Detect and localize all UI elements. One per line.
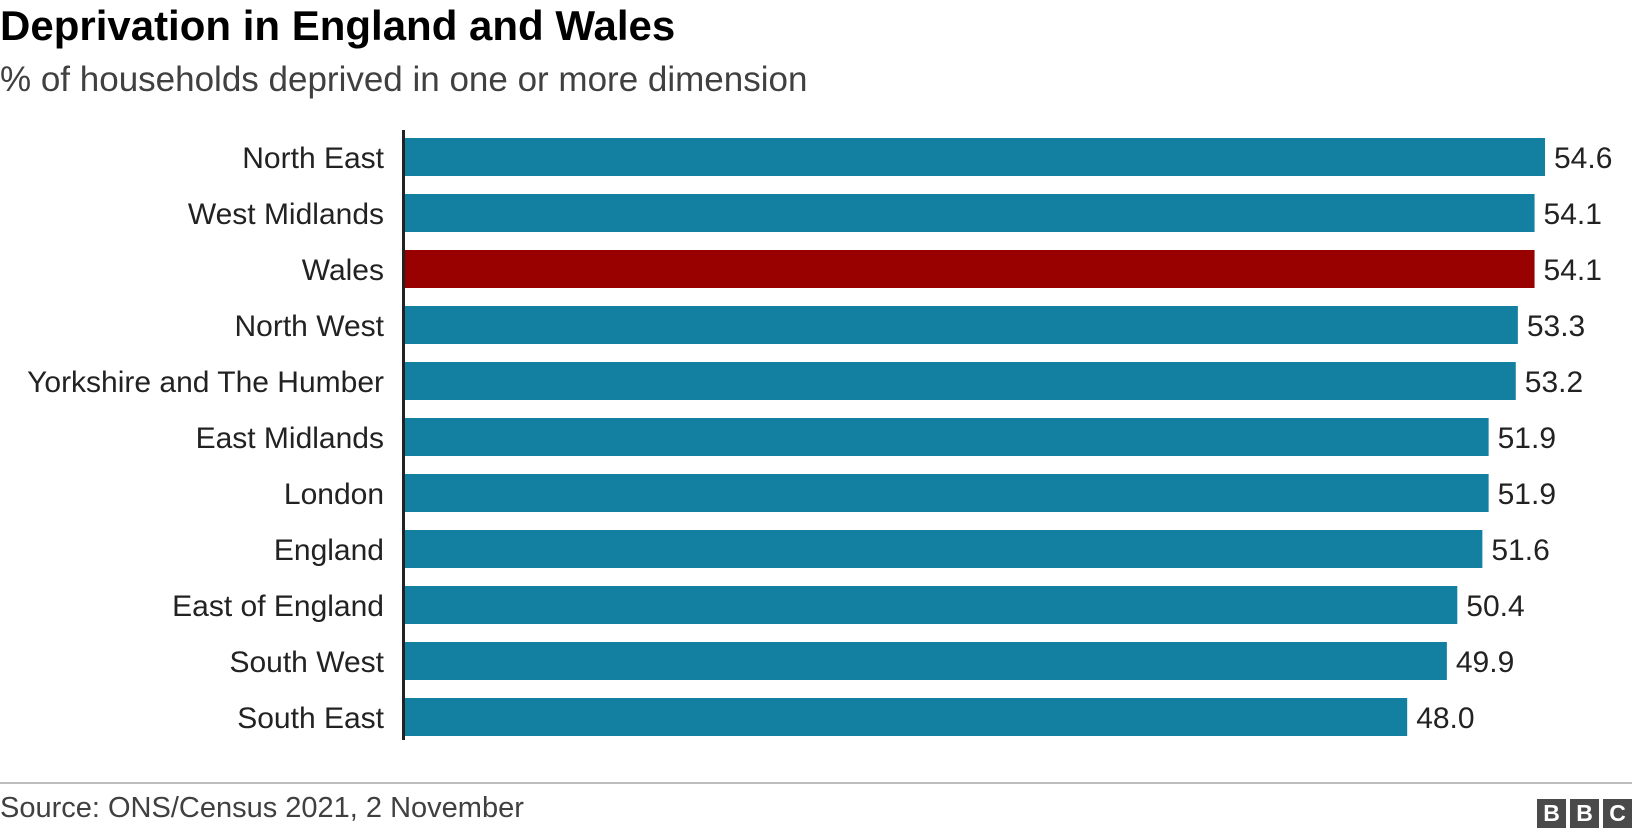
category-label: London [284,478,384,511]
value-label: 50.4 [1466,590,1524,623]
bar [405,306,1518,344]
value-label: 54.1 [1544,198,1602,231]
bar [405,138,1545,176]
value-label: 53.2 [1525,366,1583,399]
bar [405,194,1535,232]
chart-subtitle: % of households deprived in one or more … [0,60,808,99]
category-label: Wales [302,254,384,287]
value-label: 51.9 [1498,422,1556,455]
bar [405,418,1489,456]
value-label: 51.6 [1491,534,1549,567]
footer-divider [0,782,1632,784]
category-label: North East [242,142,384,175]
category-label: South West [229,646,384,679]
source-note: Source: ONS/Census 2021, 2 November [0,792,524,824]
bbc-logo-letter-c: C [1603,799,1632,828]
bar-chart: North East 54.6 West Midlands 54.1 Wales 54.1… [27,130,1612,740]
bar [405,586,1458,624]
bar [405,698,1408,736]
value-label: 51.9 [1498,478,1556,511]
value-label: 53.3 [1527,310,1585,343]
value-label: 54.1 [1544,254,1602,287]
bar [405,250,1535,288]
bbc-logo: B B C [1537,799,1632,828]
value-label: 54.6 [1554,142,1612,175]
value-label: 48.0 [1416,702,1474,735]
bbc-logo-letter-b2: B [1570,799,1599,828]
value-label: 49.9 [1456,646,1514,679]
bar [405,474,1489,512]
category-label: England [274,534,384,567]
category-label: West Midlands [188,198,384,231]
category-label: North West [235,310,385,343]
chart-title: Deprivation in England and Wales [0,2,676,49]
bar [405,362,1516,400]
category-label: East Midlands [196,422,384,455]
bar [405,642,1447,680]
bbc-logo-letter-b1: B [1537,799,1566,828]
category-label: South East [237,702,384,735]
category-label: East of England [172,590,384,623]
bar [405,530,1483,568]
category-label: Yorkshire and The Humber [27,366,384,399]
